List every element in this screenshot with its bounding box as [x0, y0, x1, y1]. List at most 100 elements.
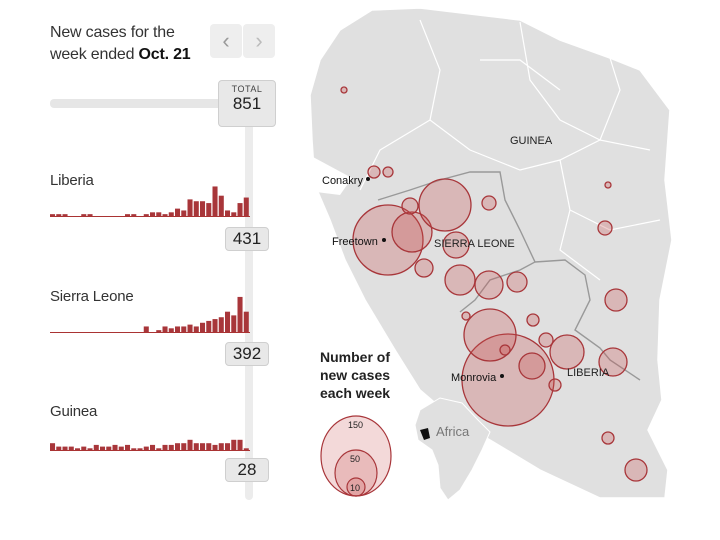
total-value: 851 — [232, 94, 262, 113]
weekly-bar — [143, 326, 149, 332]
weekly-bar — [156, 448, 162, 450]
weekly-bar — [181, 326, 187, 332]
bubble — [624, 458, 648, 482]
west-africa-map[interactable]: Africa Conakry Freetown Monrovi — [300, 0, 720, 500]
guinea-count[interactable]: 28 — [225, 458, 269, 482]
sierra-leone-count[interactable]: 392 — [225, 342, 269, 366]
bubble — [418, 178, 472, 232]
weekly-bar — [75, 448, 81, 450]
weekly-bar — [112, 444, 118, 450]
bubble-freetown — [352, 204, 424, 276]
bubble — [506, 271, 528, 293]
total-badge[interactable]: TOTAL 851 — [218, 80, 276, 127]
weekly-bar — [206, 320, 212, 332]
bubble — [340, 86, 348, 94]
weekly-bar — [187, 324, 193, 332]
weekly-bar — [150, 444, 156, 450]
africa-label: Africa — [436, 424, 470, 439]
conakry-label: Conakry — [322, 175, 363, 187]
week-slider-track[interactable] — [50, 99, 250, 108]
weekly-bar — [212, 319, 218, 332]
weekly-bar — [87, 214, 93, 216]
bubble — [481, 195, 497, 211]
country-label-sierra-leone: Sierra Leone — [50, 288, 134, 305]
weekly-bar — [218, 443, 224, 450]
weekly-bar — [200, 443, 206, 450]
bubble — [601, 431, 615, 445]
weekly-bar — [225, 311, 231, 332]
chevron-left-icon: ‹ — [222, 28, 230, 53]
liberia-count[interactable]: 431 — [225, 227, 269, 251]
bubble — [598, 347, 628, 377]
west-africa-highlight — [420, 428, 430, 440]
weekly-bar — [212, 186, 218, 216]
bubble — [549, 334, 585, 370]
weekly-bar — [218, 317, 224, 332]
prev-week-button[interactable]: ‹ — [210, 24, 242, 58]
guinea-bars — [50, 439, 249, 450]
bubble — [499, 344, 511, 356]
monrovia-label: Monrovia — [451, 372, 497, 384]
bubble — [382, 166, 394, 178]
weekly-bar — [187, 199, 193, 216]
weekly-bar — [50, 214, 56, 216]
week-date: Oct. 21 — [138, 46, 191, 63]
weekly-bar — [181, 210, 187, 216]
weekly-bar — [193, 326, 199, 332]
legend-label-50: 50 — [350, 454, 360, 464]
guinea-baseline — [50, 450, 250, 451]
bubble — [401, 197, 419, 215]
weekly-bar — [212, 444, 218, 450]
weekly-bar — [62, 446, 68, 450]
weekly-bar — [81, 214, 87, 216]
weekly-bar — [243, 448, 249, 450]
weekly-bar — [243, 311, 249, 332]
legend-circle-10 — [346, 477, 366, 497]
weekly-bar — [193, 201, 199, 216]
bubble — [461, 311, 471, 321]
bubble — [391, 211, 433, 253]
bubble — [526, 313, 540, 327]
case-bubbles — [340, 86, 648, 482]
size-legend — [320, 415, 392, 497]
bubble — [463, 308, 517, 362]
weekly-bar — [231, 315, 237, 332]
bubble — [444, 264, 476, 296]
weekly-bar — [175, 443, 181, 450]
country-label-guinea: Guinea — [50, 403, 98, 420]
legend-title: Number of new cases each week — [319, 349, 391, 401]
weekly-bar — [225, 210, 231, 216]
guinea-country-label: GUINEA — [510, 135, 553, 147]
liberia-baseline — [50, 216, 250, 217]
weekly-bar — [181, 443, 187, 450]
weekly-bar — [200, 322, 206, 332]
bubble — [414, 258, 434, 278]
weekly-bar — [87, 448, 93, 450]
weekly-bar — [231, 212, 237, 216]
bubble — [442, 231, 470, 259]
legend-label-10: 10 — [350, 483, 360, 493]
chevron-right-icon: › — [255, 28, 263, 53]
next-week-button[interactable]: › — [243, 24, 275, 58]
weekly-bar — [231, 439, 237, 450]
weekly-bar — [187, 439, 193, 450]
week-slider-rail[interactable] — [245, 90, 253, 500]
weekly-bar — [237, 296, 243, 332]
weekly-bar — [206, 203, 212, 216]
sierra-leone-baseline — [50, 332, 250, 333]
weekly-bar — [206, 443, 212, 450]
weekly-bar — [118, 446, 124, 450]
legend-label-150: 150 — [348, 420, 363, 430]
weekly-bar — [175, 208, 181, 216]
weekly-bar — [68, 446, 74, 450]
sea-inlet — [300, 150, 352, 195]
weekly-bar — [237, 439, 243, 450]
weekly-bar — [225, 443, 231, 450]
weekly-bar — [137, 448, 143, 450]
conakry-dot — [366, 177, 370, 181]
weekly-bar — [243, 197, 249, 216]
freetown-label: Freetown — [332, 236, 378, 248]
bubble — [474, 270, 504, 300]
weekly-bar — [125, 214, 131, 216]
weekly-bar — [168, 212, 174, 216]
